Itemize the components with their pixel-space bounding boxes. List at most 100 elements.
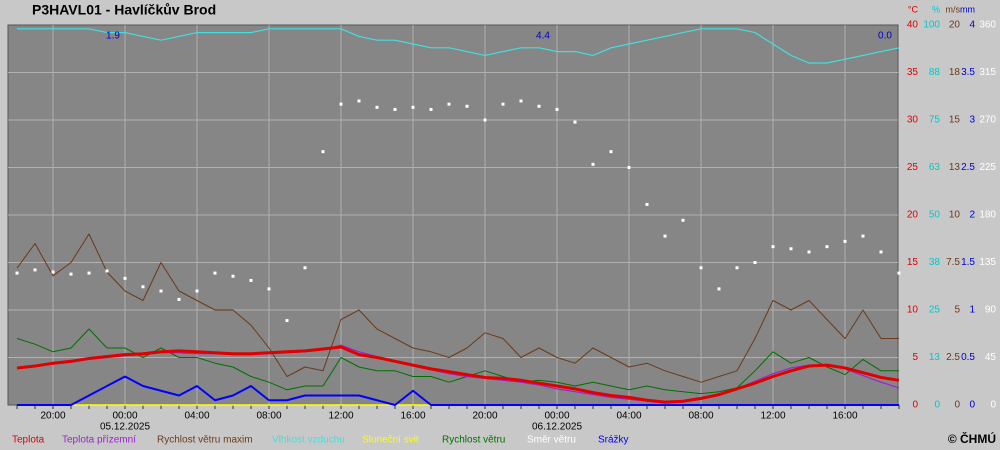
annotation: 0.0 (878, 31, 892, 42)
series-dot (627, 166, 631, 169)
x-tick-label: 00:00 (112, 411, 137, 422)
annotation: 4.4 (536, 31, 550, 42)
series-dot (15, 271, 19, 275)
x-tick-label: 04:00 (184, 411, 209, 422)
series-dot (123, 276, 127, 280)
y-tick-label: 50 (929, 210, 941, 221)
series-dot (825, 245, 829, 249)
credit: © ČHMÚ (948, 431, 996, 446)
y-tick-label: 75 (929, 115, 941, 126)
y-tick-label: 88 (929, 67, 941, 78)
y-tick-label: 15 (907, 257, 919, 268)
x-tick-label: 12:00 (328, 411, 353, 422)
axis-unit: mm (960, 4, 975, 14)
y-tick-label: 2 (969, 210, 975, 221)
y-tick-label: 20 (907, 210, 919, 221)
x-tick-label: 12:00 (760, 411, 785, 422)
y-tick-label: 0 (954, 400, 960, 411)
series-dot (861, 234, 865, 238)
series-dot (267, 287, 271, 291)
series-dot (447, 102, 451, 106)
y-tick-label: 7.5 (946, 257, 960, 268)
series-dot (321, 150, 325, 154)
y-tick-label: 5 (912, 352, 918, 363)
y-tick-label: 4 (969, 20, 975, 31)
series-dot (51, 270, 55, 274)
y-tick-label: 2.5 (961, 162, 975, 173)
series-line (16, 328, 899, 395)
series-dot (663, 234, 667, 238)
y-tick-label: 100 (923, 20, 940, 31)
y-tick-label: 13 (929, 352, 941, 363)
y-tick-label: 1 (969, 305, 975, 316)
series-line (16, 345, 900, 404)
series-dot (573, 120, 577, 124)
y-tick-label: 0 (990, 400, 996, 411)
series-dot (519, 99, 523, 103)
y-tick-label: 25 (907, 162, 919, 173)
series-dot (897, 271, 901, 275)
y-tick-label: 0 (934, 400, 940, 411)
y-tick-label: 10 (949, 210, 961, 221)
y-tick-label: 5 (954, 305, 960, 316)
series-dot (843, 239, 847, 243)
series-line (17, 28, 900, 64)
x-tick-label: 16:00 (832, 411, 857, 422)
y-tick-label: 1.5 (961, 257, 975, 268)
x-tick-label: 20:00 (472, 411, 497, 422)
y-tick-label: 13 (949, 162, 961, 173)
series-dot (303, 266, 307, 270)
series-dot (609, 150, 613, 154)
y-tick-label: 270 (979, 115, 996, 126)
series-dot (465, 104, 469, 108)
series-dot (285, 319, 289, 323)
series-dot (717, 287, 721, 291)
legend-entry: Teplota (12, 435, 45, 446)
y-tick-label: 225 (979, 162, 996, 173)
series-line (16, 233, 899, 383)
series-dot (249, 278, 253, 282)
series-dot (177, 297, 181, 301)
y-tick-label: 20 (949, 20, 961, 31)
series-dot (735, 266, 739, 270)
y-tick-label: 3 (969, 115, 975, 126)
series-dot (357, 99, 361, 103)
y-tick-label: 25 (929, 305, 941, 316)
series-dot (141, 285, 145, 289)
y-tick-label: 15 (949, 115, 961, 126)
y-tick-label: 63 (929, 162, 941, 173)
series-dot (483, 118, 487, 122)
axis-unit: % (932, 4, 940, 14)
x-tick-label: 16:00 (400, 411, 425, 422)
series-dot (645, 202, 649, 206)
series-dot (33, 268, 37, 272)
series-dot (501, 102, 505, 106)
x-tick-label: 20:00 (40, 411, 65, 422)
series-dot (681, 218, 685, 222)
series-dot (411, 105, 415, 109)
chart-title: P3HAVL01 - Havlíčkův Brod (32, 2, 216, 18)
y-tick-label: 3.5 (961, 67, 975, 78)
series-dot (105, 269, 109, 273)
y-tick-label: 90 (985, 305, 997, 316)
x-tick-label: 08:00 (688, 411, 713, 422)
legend-entry: Vlhkost vzduchu (272, 435, 345, 446)
y-tick-label: 18 (949, 67, 961, 78)
series-dot (87, 271, 91, 275)
y-tick-label: 35 (907, 67, 919, 78)
y-tick-label: 40 (907, 20, 919, 31)
legend-entry: Rychlost větru (442, 435, 505, 446)
axis-unit: °C (908, 4, 919, 14)
x-date-label: 06.12.2025 (532, 422, 582, 433)
legend-entry: Rychlost větru maxim (157, 435, 253, 446)
y-tick-label: 10 (907, 305, 919, 316)
series-dot (879, 250, 883, 254)
axis-unit: m/s (946, 4, 961, 14)
series-dot (591, 162, 595, 166)
y-tick-label: 360 (979, 20, 996, 31)
x-tick-label: 04:00 (616, 411, 641, 422)
y-tick-label: 2.5 (946, 352, 960, 363)
annotation: 1.9 (106, 31, 120, 42)
series-dot (537, 104, 541, 108)
